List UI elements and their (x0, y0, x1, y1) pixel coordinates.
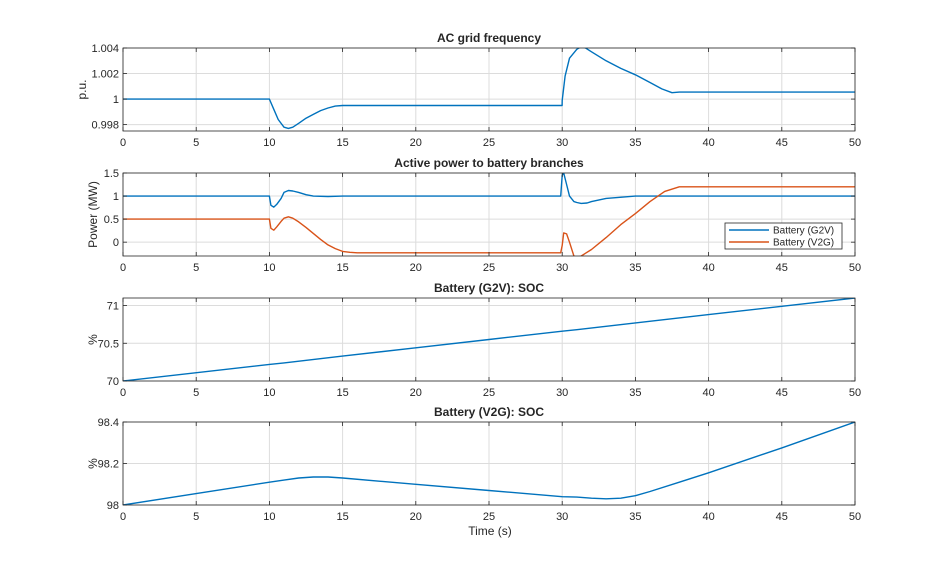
y-tick-label: 98 (107, 500, 119, 512)
x-tick-label: 10 (263, 511, 275, 523)
x-tick-label: 30 (556, 262, 568, 274)
x-tick-label: 20 (410, 137, 422, 149)
x-tick-label: 40 (702, 387, 714, 399)
y-axis-label: p.u. (75, 79, 89, 99)
x-tick-label: 30 (556, 511, 568, 523)
x-tick-label: 25 (483, 262, 495, 274)
x-tick-label: 20 (410, 387, 422, 399)
x-tick-label: 10 (263, 137, 275, 149)
y-tick-label: 0.5 (104, 214, 119, 226)
x-tick-label: 25 (483, 511, 495, 523)
x-tick-label: 0 (120, 511, 126, 523)
x-tick-label: 30 (556, 387, 568, 399)
x-tick-label: 10 (263, 387, 275, 399)
x-tick-label: 5 (193, 511, 199, 523)
x-tick-label: 15 (336, 511, 348, 523)
y-tick-label: 70 (107, 376, 119, 388)
chart-panel-1: 0 5 10 15 20 25 30 35 40 45 50 0.998 1 1.002 1.004 AC g… (75, 31, 861, 149)
x-tick-label: 30 (556, 137, 568, 149)
y-tick-label: 1 (113, 94, 119, 106)
x-tick-label: 45 (776, 262, 788, 274)
legend-label: Battery (V2G) (773, 238, 834, 249)
y-tick-label: 0 (113, 237, 119, 249)
x-tick-label: 50 (849, 387, 861, 399)
x-tick-label: 5 (193, 137, 199, 149)
x-tick-label: 15 (336, 262, 348, 274)
y-axis-label: % (86, 334, 100, 345)
x-tick-label: 0 (120, 137, 126, 149)
x-tick-label: 5 (193, 387, 199, 399)
x-tick-label: 35 (629, 387, 641, 399)
x-tick-label: 10 (263, 262, 275, 274)
x-tick-label: 35 (629, 262, 641, 274)
x-tick-label: 45 (776, 511, 788, 523)
chart-panel-2: 0 5 10 15 20 25 30 35 40 45 50 0 0.5 1 1.5 Active power… (86, 156, 861, 274)
y-axis-label: % (86, 458, 100, 469)
x-tick-label: 0 (120, 387, 126, 399)
x-tick-label: 5 (193, 262, 199, 274)
x-tick-label: 45 (776, 137, 788, 149)
x-tick-label: 35 (629, 511, 641, 523)
series-line-2 (123, 186, 855, 256)
x-tick-label: 25 (483, 137, 495, 149)
y-tick-label: 98.4 (98, 417, 119, 429)
x-tick-label: 15 (336, 137, 348, 149)
x-tick-label: 40 (702, 511, 714, 523)
y-tick-label: 1.002 (91, 69, 119, 81)
x-tick-label: 20 (410, 511, 422, 523)
chart-title: Active power to battery branches (394, 156, 584, 170)
chart-panel-4: 0 5 10 15 20 25 30 35 40 45 50 98 98.2 98.4 Battery (V… (86, 405, 861, 523)
y-tick-label: 71 (107, 301, 119, 313)
chart-panel-3: 0 5 10 15 20 25 30 35 40 45 50 70 70.5 71 Battery (G2V… (86, 281, 861, 399)
y-tick-label: 1.004 (91, 43, 119, 55)
y-tick-label: 1 (113, 191, 119, 203)
x-tick-label: 50 (849, 511, 861, 523)
chart-title: Battery (G2V): SOC (434, 281, 544, 295)
x-tick-label: 50 (849, 137, 861, 149)
x-tick-label: 0 (120, 262, 126, 274)
series-line-1 (123, 298, 855, 381)
chart-title: Battery (V2G): SOC (434, 405, 544, 419)
x-tick-label: 45 (776, 387, 788, 399)
x-tick-label: 15 (336, 387, 348, 399)
series-line-1 (123, 173, 855, 208)
x-tick-label: 40 (702, 137, 714, 149)
y-tick-label: 1.5 (104, 168, 119, 180)
x-axis-label: Time (s) (468, 524, 512, 538)
chart-title: AC grid frequency (437, 31, 541, 45)
x-tick-label: 40 (702, 262, 714, 274)
series-line-1 (123, 422, 855, 505)
y-tick-label: 98.2 (98, 459, 119, 471)
x-tick-label: 20 (410, 262, 422, 274)
y-tick-label: 0.998 (91, 120, 119, 132)
x-tick-label: 25 (483, 387, 495, 399)
legend: Battery (G2V)Battery (V2G) (724, 222, 843, 250)
series-line-1 (123, 48, 855, 130)
x-tick-label: 35 (629, 137, 641, 149)
legend-box (724, 222, 843, 250)
y-tick-label: 70.5 (98, 338, 119, 350)
legend-label: Battery (G2V) (773, 226, 834, 237)
y-axis-label: Power (MW) (86, 181, 100, 248)
x-tick-label: 50 (849, 262, 861, 274)
